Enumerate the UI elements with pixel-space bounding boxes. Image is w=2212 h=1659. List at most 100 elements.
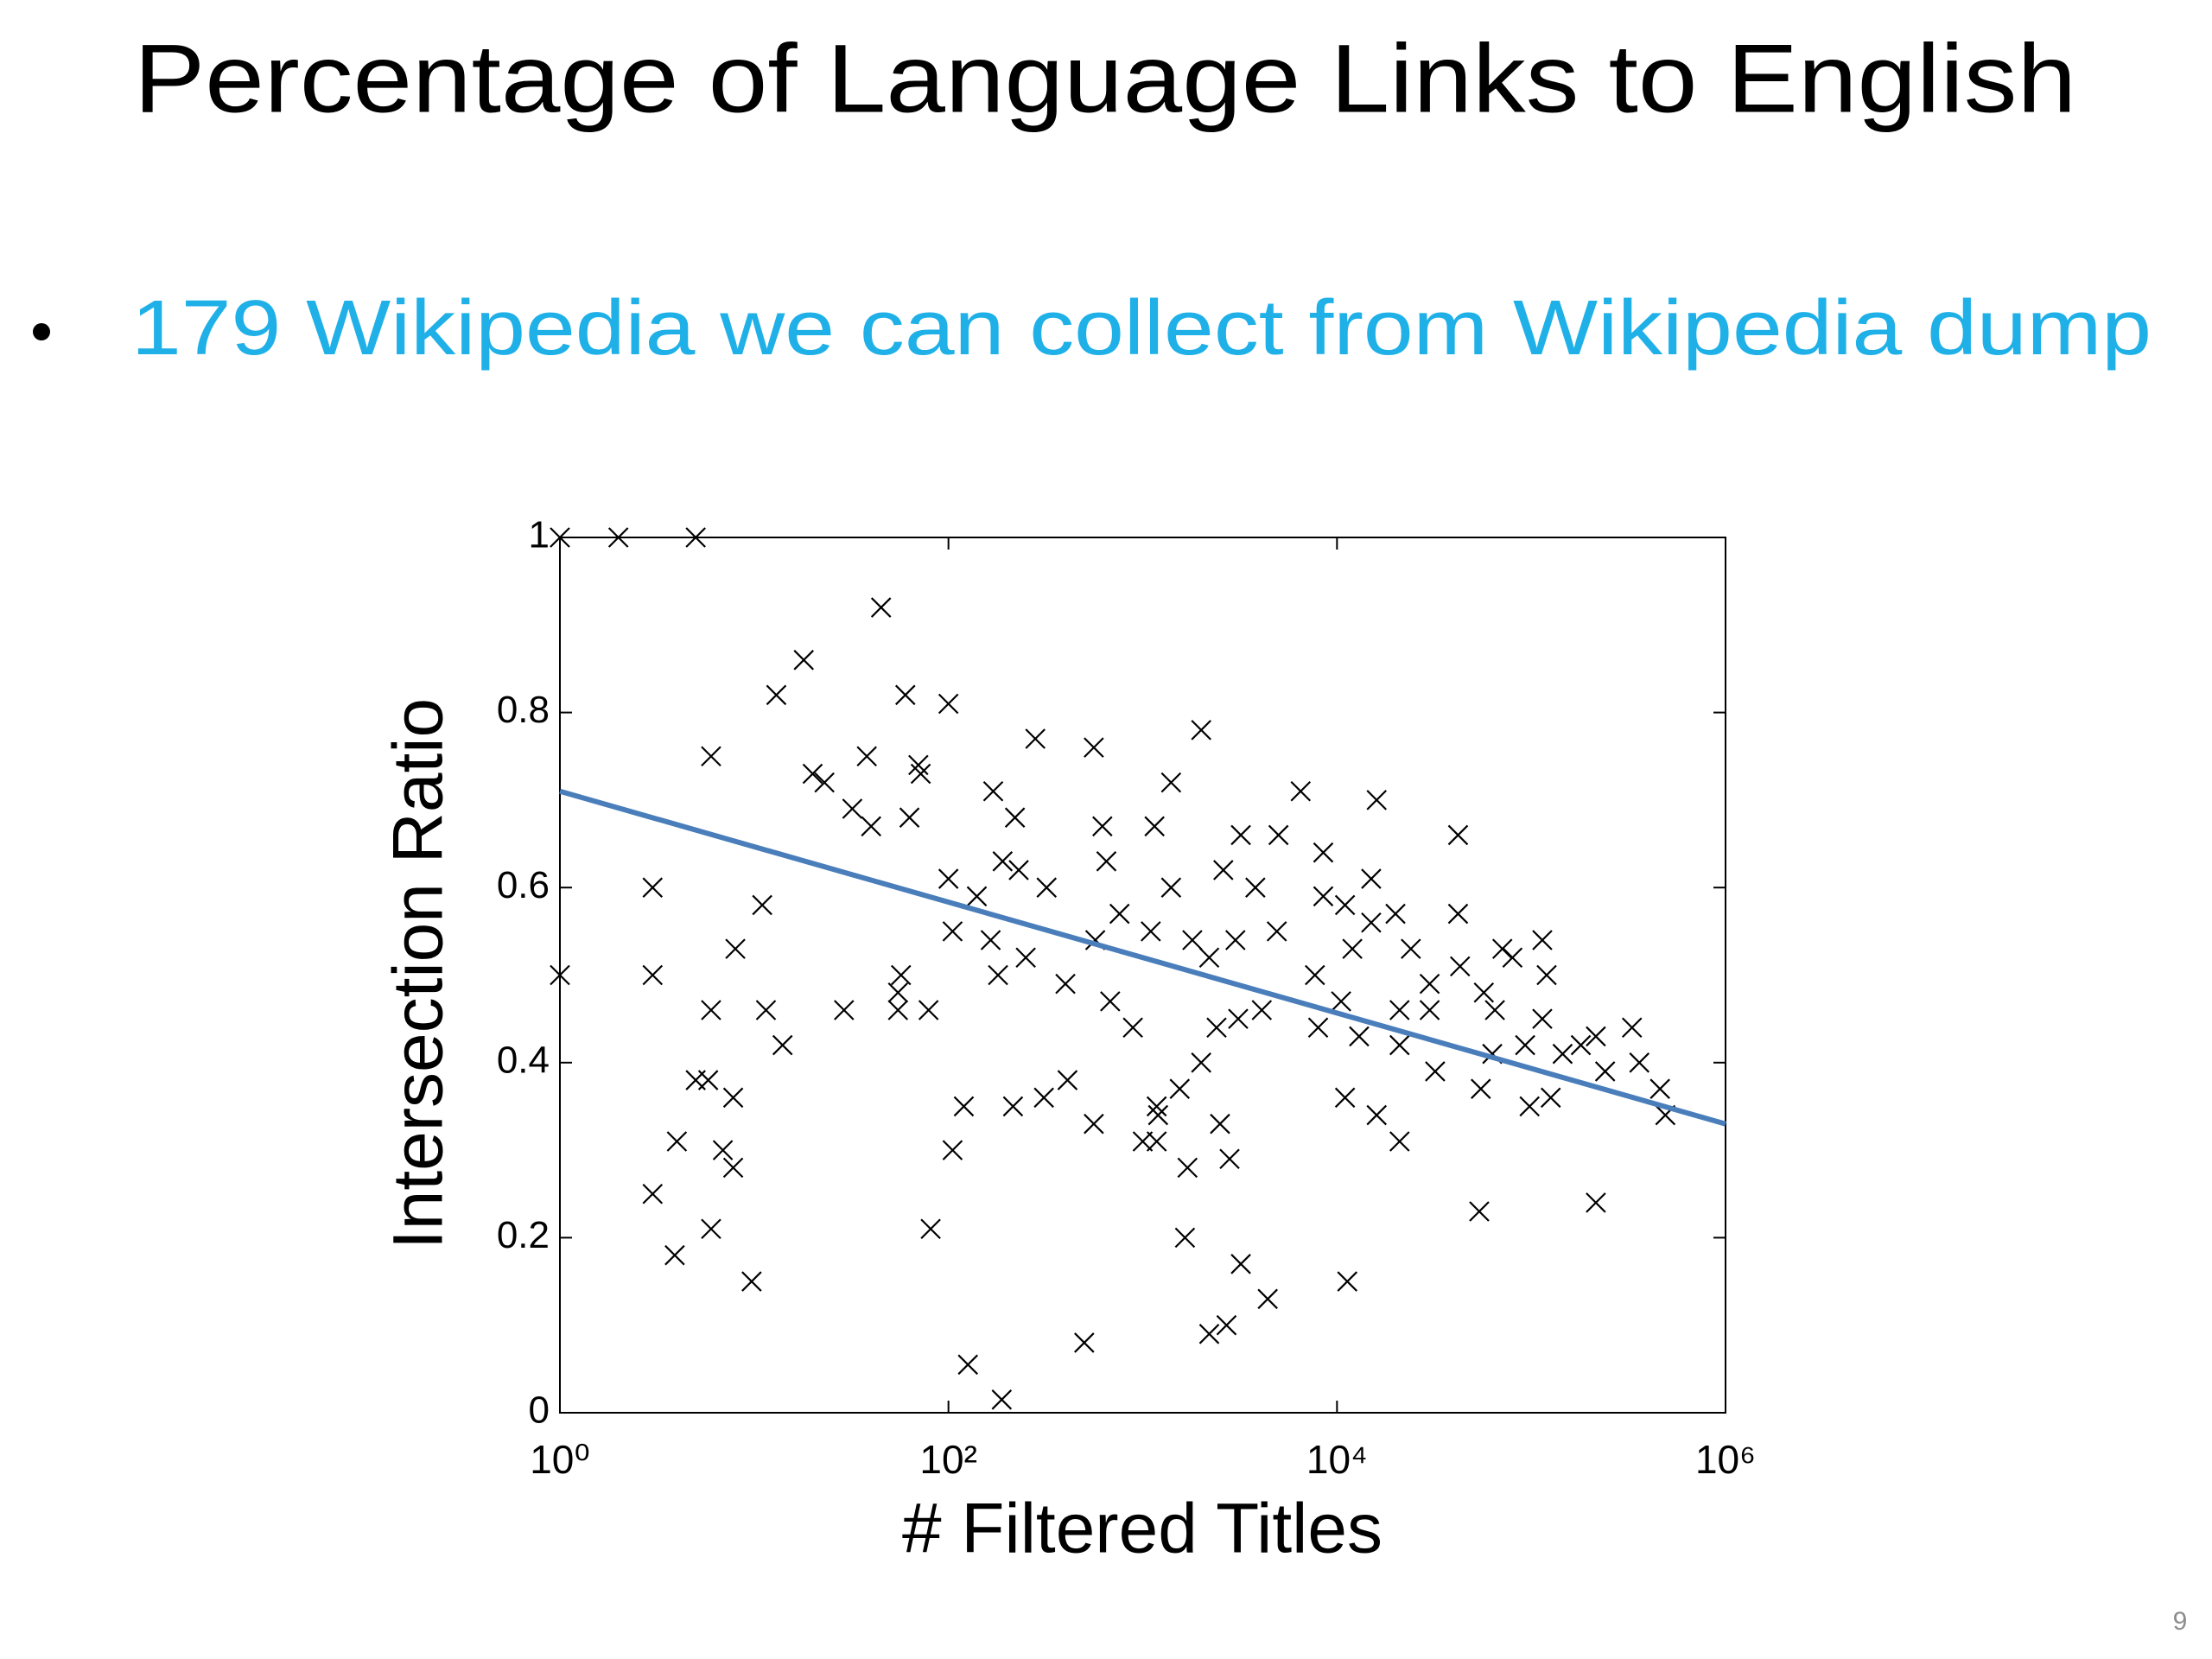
marker-stroke xyxy=(908,754,929,776)
scatter-point xyxy=(988,964,1008,986)
scatter-point xyxy=(1621,1017,1643,1039)
scatter-point xyxy=(793,650,815,671)
marker-stroke xyxy=(1419,1000,1440,1020)
marker-stroke xyxy=(887,982,909,1003)
scatter-point xyxy=(1449,956,1471,977)
scatter-point xyxy=(685,527,706,548)
marker-stroke xyxy=(725,938,746,959)
marker-stroke xyxy=(1198,1324,1220,1344)
scatter-point xyxy=(1389,1000,1410,1020)
scatter-point xyxy=(722,1087,744,1109)
scatter-point xyxy=(1230,1254,1251,1274)
marker-stroke xyxy=(741,1271,762,1292)
scatter-point xyxy=(1502,947,1523,969)
marker-stroke xyxy=(920,1218,941,1240)
marker-stroke xyxy=(1141,921,1161,942)
scatter-point xyxy=(1266,921,1287,942)
scatter-point xyxy=(642,964,664,986)
marker-stroke xyxy=(1210,1113,1230,1135)
marker-stroke xyxy=(1570,1034,1592,1056)
scatter-point xyxy=(1025,728,1046,749)
scatter-point xyxy=(1177,1157,1198,1179)
scatter-point xyxy=(953,1096,975,1117)
scatter-point xyxy=(1092,816,1113,837)
marker-stroke xyxy=(1122,1017,1143,1039)
marker-stroke xyxy=(1385,903,1406,925)
scatter-point xyxy=(992,851,1014,872)
marker-stroke xyxy=(1169,1078,1191,1099)
marker-stroke xyxy=(1206,1017,1227,1039)
marker-stroke xyxy=(1532,1008,1553,1029)
marker-stroke xyxy=(980,930,1001,950)
scatter-point xyxy=(1122,1017,1143,1039)
scatter-point xyxy=(1144,816,1165,837)
marker-stroke xyxy=(1366,1104,1388,1126)
marker-stroke xyxy=(1515,1034,1535,1056)
scatter-point xyxy=(1331,991,1351,1012)
bullet-dot xyxy=(33,323,50,340)
scatter-point xyxy=(1100,991,1121,1012)
marker-stroke xyxy=(1449,956,1471,977)
marker-stroke xyxy=(992,851,1014,872)
bullet-text: 179 Wikipedia we can collect from Wikipe… xyxy=(131,285,2152,372)
marker-stroke xyxy=(607,527,629,548)
marker-stroke xyxy=(1216,1314,1237,1336)
marker-stroke xyxy=(1552,1043,1573,1065)
marker-stroke xyxy=(942,1140,963,1160)
plot-frame xyxy=(559,537,1726,1414)
scatter-point xyxy=(1586,1192,1606,1213)
marker-stroke xyxy=(1473,982,1495,1003)
scatter-point xyxy=(1594,1061,1616,1082)
scatter-point xyxy=(712,1140,734,1160)
scatter-point xyxy=(1419,1000,1440,1020)
marker-stroke xyxy=(856,746,877,767)
marker-stroke xyxy=(991,1389,1013,1410)
scatter-point xyxy=(1096,851,1117,872)
scatter-point xyxy=(1109,903,1130,925)
marker-stroke xyxy=(1160,877,1182,898)
scatter-point xyxy=(1361,912,1382,933)
scatter-point xyxy=(1055,973,1076,995)
x-tick-label: 10² xyxy=(919,1437,976,1482)
marker-stroke xyxy=(666,1131,688,1152)
marker-stroke xyxy=(701,746,721,767)
scatter-point xyxy=(1084,1113,1104,1135)
marker-stroke xyxy=(814,772,835,793)
scatter-point xyxy=(1160,877,1182,898)
scatter-point xyxy=(1389,1131,1410,1152)
scatter-point xyxy=(725,938,746,959)
marker-stroke xyxy=(1198,947,1220,969)
marker-stroke xyxy=(1025,728,1046,749)
marker-stroke xyxy=(722,1087,744,1109)
scatter-point xyxy=(1191,1052,1211,1073)
marker-stroke xyxy=(664,1244,685,1266)
marker-stroke xyxy=(1146,1131,1167,1152)
marker-stroke xyxy=(1219,1148,1240,1170)
marker-stroke xyxy=(834,1000,855,1020)
marker-stroke xyxy=(953,1096,975,1117)
trend-line xyxy=(559,788,1726,1127)
scatter-point xyxy=(1447,824,1469,846)
y-axis-label: Intersection Ratio xyxy=(379,698,458,1249)
scatter-point xyxy=(1532,930,1553,950)
scatter-point xyxy=(1540,1087,1561,1109)
marker-stroke xyxy=(1144,816,1165,837)
page-number: 9 xyxy=(2173,1607,2188,1636)
scatter-point xyxy=(1469,1201,1490,1222)
marker-stroke xyxy=(1182,930,1203,950)
marker-stroke xyxy=(793,650,815,671)
marker-stroke xyxy=(891,964,912,986)
scatter-point xyxy=(1471,1078,1491,1099)
marker-stroke xyxy=(1334,894,1356,916)
scatter-point xyxy=(642,1183,664,1205)
scatter-point xyxy=(1146,1131,1167,1152)
marker-stroke xyxy=(1342,938,1363,959)
marker-stroke xyxy=(1177,1157,1198,1179)
scatter-point xyxy=(1649,1078,1670,1099)
marker-stroke xyxy=(1224,930,1246,950)
scatter-point xyxy=(856,746,877,767)
marker-stroke xyxy=(1389,1131,1410,1152)
scatter-point xyxy=(814,772,835,793)
scatter-point xyxy=(664,1244,685,1266)
marker-stroke xyxy=(1160,772,1182,793)
